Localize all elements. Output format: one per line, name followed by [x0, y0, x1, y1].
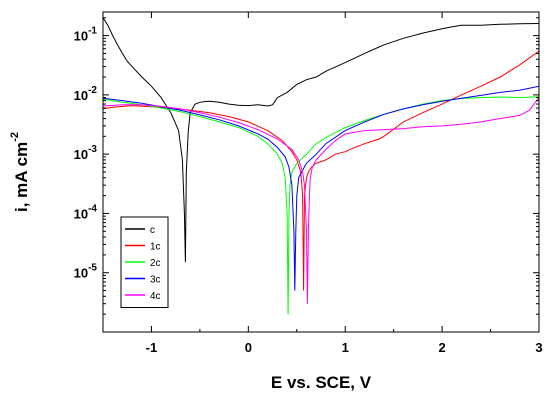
legend-label-4c: 4c — [150, 291, 161, 302]
series-line-2c — [103, 96, 539, 315]
series-layer — [103, 17, 539, 315]
ticks-layer: -1 0 1 2 3 10-5 10-4 10-3 10-2 10-1 — [74, 12, 543, 355]
legend-label-2c: 2c — [150, 258, 161, 269]
series-line-c — [103, 17, 539, 263]
x-tick-label: -1 — [146, 340, 158, 355]
x-tick-label: 3 — [535, 340, 542, 355]
legend-label-3c: 3c — [150, 275, 161, 286]
y-tick-label: 10-5 — [74, 263, 98, 281]
y-axis-title: i, mA cm-2 — [9, 132, 31, 212]
y-axis-title-superscript: -2 — [9, 132, 21, 142]
x-tick-label: 1 — [342, 340, 349, 355]
series-line-4c — [103, 97, 539, 304]
legend-label-c: c — [150, 225, 155, 236]
x-tick-label: 0 — [245, 340, 252, 355]
y-axis-title-main: i, mA cm — [12, 142, 31, 212]
x-tick-label: 2 — [438, 340, 445, 355]
legend-label-1c: 1c — [150, 242, 161, 253]
legend: c 1c 2c 3c 4c — [120, 216, 169, 308]
series-line-3c — [103, 85, 539, 291]
x-axis-title: E vs. SCE, V — [271, 373, 372, 392]
series-line-1c — [103, 50, 539, 291]
y-tick-label: 10-4 — [74, 203, 98, 221]
y-tick-label: 10-1 — [74, 26, 98, 44]
y-tick-label: 10-2 — [74, 85, 98, 103]
y-tick-label: 10-3 — [74, 144, 98, 162]
